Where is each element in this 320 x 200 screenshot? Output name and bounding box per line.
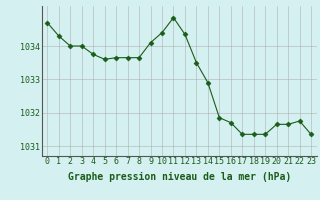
X-axis label: Graphe pression niveau de la mer (hPa): Graphe pression niveau de la mer (hPa) xyxy=(68,172,291,182)
